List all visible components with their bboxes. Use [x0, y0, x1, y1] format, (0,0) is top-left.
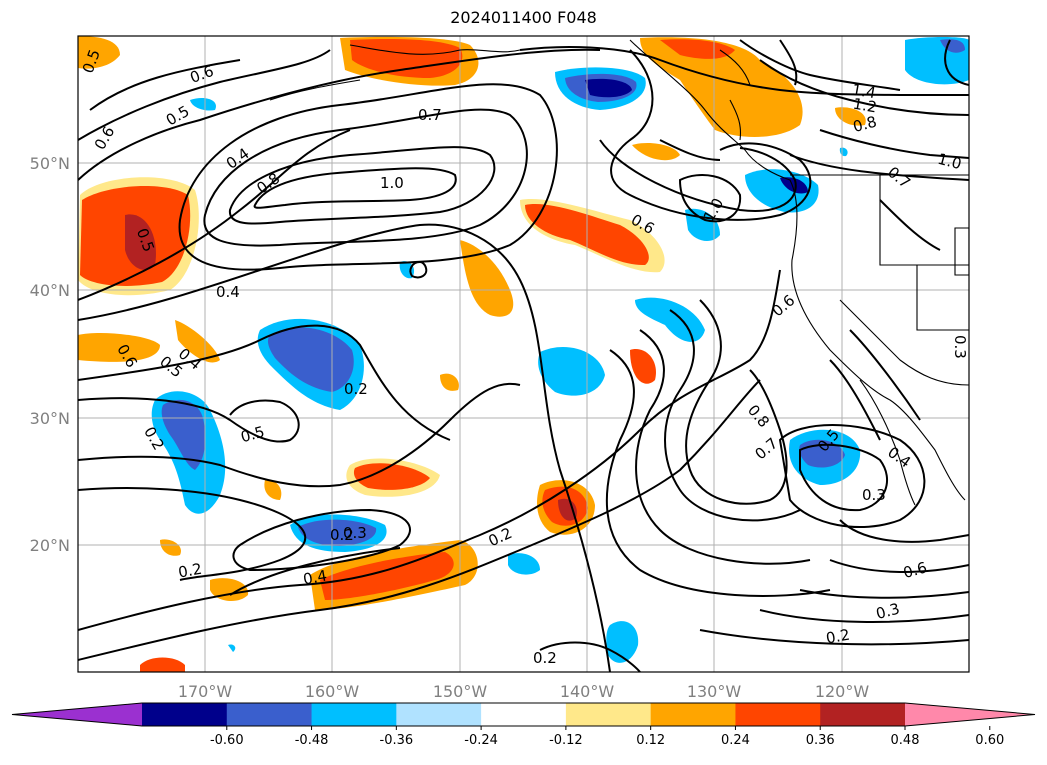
- colorbar-bin: [311, 703, 397, 726]
- contour-label: 1.0: [380, 174, 404, 192]
- shaded-anomaly-layer: 0.5 0.6 0.5 0.6 0.4 0.8 1.0 0.7 0.5 0.4 …: [78, 36, 969, 672]
- colorbar-tick-label: 0.48: [891, 733, 920, 748]
- positive-anomaly-blob: [310, 540, 478, 610]
- lon-label: 160°W: [305, 682, 360, 701]
- colorbar-tick-label: 0.24: [721, 733, 750, 748]
- contour-label: 0.2: [177, 560, 204, 582]
- lat-label: 50°N: [30, 154, 70, 173]
- colorbar-bin: [820, 703, 906, 726]
- negative-anomaly-blob: [635, 297, 705, 342]
- colorbar-bin: [226, 703, 313, 726]
- contour-label: 0.7: [418, 106, 442, 124]
- lon-label: 120°W: [815, 682, 870, 701]
- contour-label: 0.8: [851, 112, 879, 136]
- negative-anomaly-blob: [538, 346, 605, 396]
- colorbar-bin: [565, 703, 652, 726]
- positive-anomaly-blob: [346, 458, 440, 497]
- colorbar-extend-max: [905, 703, 1035, 726]
- negative-anomaly-blob: [151, 391, 226, 514]
- colorbar-tick-label: -0.24: [464, 733, 498, 748]
- contour-label: 0.3: [951, 335, 969, 359]
- positive-anomaly-blob: [78, 333, 160, 362]
- colorbar-outline: [11, 702, 1036, 727]
- contour-label: 0.4: [302, 567, 329, 589]
- contour-label: 0.2: [533, 649, 557, 667]
- negative-anomaly-blob: [745, 169, 819, 213]
- coastline: [269, 39, 969, 506]
- map-panel: 0.5 0.6 0.5 0.6 0.4 0.8 1.0 0.7 0.5 0.4 …: [30, 35, 970, 701]
- map-title: 2024011400 F048: [450, 8, 597, 27]
- contour-label: 0.3: [343, 524, 367, 542]
- contour-label: 0.3: [862, 486, 886, 504]
- colorbar-bin: [142, 703, 228, 726]
- lon-label: 170°W: [178, 682, 233, 701]
- colorbar-tick-label: 0.60: [975, 733, 1004, 748]
- contour-label: 0.2: [330, 526, 354, 544]
- colorbar-tick-label: 0.12: [636, 733, 665, 748]
- lat-label: 30°N: [30, 409, 70, 428]
- colorbar: -0.60 -0.48 -0.36 -0.24 -0.12 0.12 0.24 0.36 0.4…: [11, 702, 1036, 748]
- positive-anomaly-blob: [175, 320, 220, 363]
- contour-label: 0.4: [216, 283, 240, 301]
- colorbar-tick-label: -0.48: [295, 733, 329, 748]
- colorbar-bin: [481, 703, 567, 726]
- colorbar-tick-label: -0.12: [549, 733, 583, 748]
- colorbar-bin: [650, 703, 736, 726]
- contour-label: 0.5: [239, 423, 267, 447]
- contour-label: 0.3: [874, 599, 902, 623]
- lon-label: 150°W: [433, 682, 488, 701]
- contour-label: 0.2: [825, 626, 852, 648]
- colorbar-extend-min: [12, 703, 142, 726]
- negative-anomaly-blob: [905, 37, 969, 85]
- lat-label: 20°N: [30, 536, 70, 555]
- contour-label: 0.2: [344, 380, 368, 398]
- lon-label: 130°W: [687, 682, 742, 701]
- colorbar-tick-label: -0.36: [380, 733, 414, 748]
- map-frame: [77, 35, 970, 673]
- positive-anomaly-blob: [460, 240, 514, 317]
- latitude-labels: 50°N 40°N 30°N 20°N: [30, 154, 70, 555]
- contour-label: 0.6: [901, 558, 929, 582]
- colorbar-bin: [396, 703, 482, 726]
- colorbar-tick-label: -0.60: [210, 733, 244, 748]
- lat-label: 40°N: [30, 281, 70, 300]
- negative-anomaly-blob: [555, 67, 646, 110]
- contour-label: 1.0: [936, 150, 964, 174]
- contour-label: 1.4: [851, 80, 878, 102]
- negative-anomaly-blob: [290, 514, 387, 552]
- colorbar-tick-label: 0.36: [806, 733, 835, 748]
- lon-label: 140°W: [560, 682, 615, 701]
- contour-label: 1.2: [852, 95, 879, 117]
- contour-lines: [78, 39, 969, 672]
- longitude-labels: 170°W 160°W 150°W 140°W 130°W 120°W: [178, 682, 870, 701]
- colorbar-bin: [735, 703, 821, 726]
